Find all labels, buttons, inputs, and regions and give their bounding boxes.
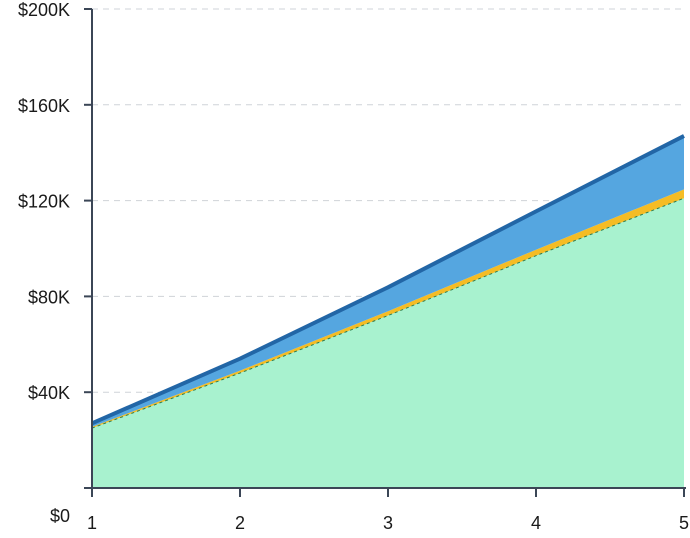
area-series-3-top-line [91,134,685,426]
x-axis-ticks: 1 2 3 4 5 [87,488,689,533]
area-series-1-boundary [91,197,685,429]
area-series [91,134,685,488]
x-tick-label: 2 [235,513,245,533]
x-tick-label: 4 [531,513,541,533]
x-tick-label: 3 [383,513,393,533]
x-tick-label: 5 [679,513,689,533]
area-series-1 [92,198,684,488]
y-tick-label: $0 [50,506,70,526]
y-tick-label: $40K [28,383,70,403]
x-tick-label: 1 [87,513,97,533]
y-tick-label: $200K [18,0,70,20]
y-axis-ticks: $0 $40K $80K $120K $160K $200K [18,0,92,526]
y-tick-label: $80K [28,287,70,307]
y-tick-label: $120K [18,192,70,212]
y-tick-label: $160K [18,96,70,116]
